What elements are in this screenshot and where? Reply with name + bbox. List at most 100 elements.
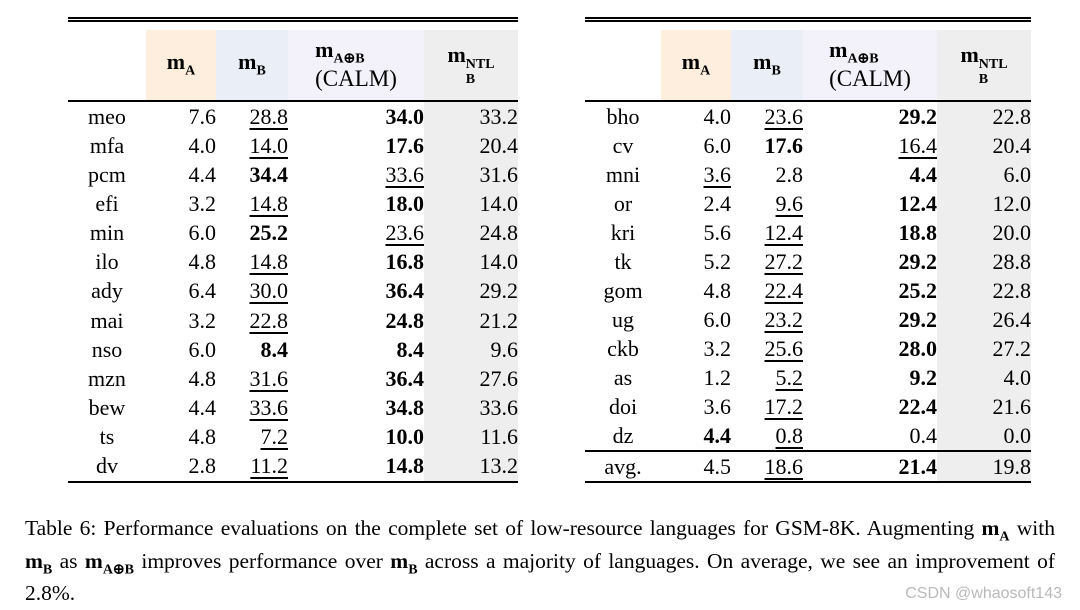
cell-value: 0.0	[1003, 422, 1032, 448]
cell-value: 25.2	[898, 277, 938, 303]
cell-value: 12.0	[992, 190, 1032, 216]
table-cell: 6.0	[661, 305, 732, 334]
table-cell: 21.6	[937, 392, 1031, 421]
header-calm-bg: mA⊕B (CALM)	[288, 30, 424, 100]
table-cell: 30.0	[216, 277, 289, 306]
header-calm-label: mA⊕B (CALM)	[315, 37, 397, 92]
header-row: mA mB mA⊕B (CALM)	[68, 19, 518, 102]
table-cell: 4.5	[661, 450, 731, 482]
table-row: dz 4.4 0.8 0.4 0.0	[585, 421, 1031, 451]
table-cell: 33.6	[216, 393, 289, 422]
table-cell: 3.2	[146, 306, 217, 335]
table-cell: 23.6	[288, 219, 425, 248]
table-cell: 0.0	[937, 421, 1031, 451]
table-cell: 22.8	[216, 306, 289, 335]
table-cell: 31.6	[216, 364, 289, 393]
cell-value: 23.6	[764, 103, 804, 129]
header-ntl: m NTL B	[424, 19, 518, 102]
table-row: dv 2.8 11.2 14.8 13.2	[68, 451, 519, 482]
table-row: nso 6.0 8.4 8.4 9.6	[68, 335, 518, 365]
cell-value: 4.8	[188, 424, 217, 450]
row-label: cv	[612, 132, 634, 158]
cell-value: 36.4	[385, 278, 425, 304]
row-label: bew	[88, 394, 126, 420]
table-cell: 18.8	[803, 218, 938, 247]
table-cell: 4.0	[661, 101, 732, 131]
table-row: ckb 3.2 25.6 28.0 27.2	[585, 334, 1031, 363]
cell-value: 14.8	[249, 191, 289, 216]
table-cell: 34.8	[288, 393, 425, 422]
table-row: mfa 4.0 14.0 17.6 20.4	[68, 131, 518, 161]
row-label: mfa	[89, 132, 125, 158]
row-label: bho	[606, 103, 640, 129]
header-ntl-bg: m NTL B	[424, 30, 518, 100]
cell-value: 6.0	[188, 220, 217, 246]
cell-value: 22.8	[992, 277, 1032, 303]
table-cell: 12.4	[803, 189, 938, 218]
table-cell: 6.0	[146, 335, 217, 364]
row-label: doi	[608, 393, 638, 419]
header-ntl: m NTL B	[937, 19, 1031, 102]
table-caption: Table 6: Performance evaluations on the …	[25, 514, 1055, 609]
cell-value: 4.4	[909, 161, 938, 187]
row-label: ady	[91, 278, 123, 304]
table-cell: 28.8	[216, 101, 289, 131]
row-label: kri	[610, 219, 636, 245]
cell-value: 4.8	[188, 249, 217, 275]
table-cell: 10.0	[288, 423, 425, 452]
cell-value: 18.6	[764, 453, 804, 479]
header-mb-bg: mB	[216, 30, 288, 100]
table-cell: 20.4	[937, 131, 1031, 160]
row-label: meo	[88, 103, 126, 129]
table-cell: 17.2	[731, 392, 804, 421]
cell-value: 21.6	[992, 393, 1032, 419]
cell-value: 25.6	[764, 335, 804, 361]
row-label: mzn	[88, 365, 126, 391]
table-cell: 6.0	[146, 219, 217, 248]
cell-value: 2.8	[775, 161, 804, 187]
cell-value: 0.8	[775, 422, 804, 448]
cell-value: 20.0	[992, 219, 1032, 245]
cell-value: 14.0	[479, 191, 519, 216]
table-row: or 2.4 9.6 12.4 12.0	[585, 189, 1031, 218]
table-cell: 0.4	[803, 421, 938, 451]
cell-value: 12.4	[764, 219, 804, 245]
cell-value: 8.4	[396, 336, 425, 362]
table-cell: 14.8	[288, 452, 425, 482]
cell-value: 16.4	[898, 132, 938, 158]
table-row: mzn 4.8 31.6 36.4 27.6	[68, 364, 518, 394]
table-cell: 34.4	[216, 160, 289, 189]
row-label: dz	[612, 422, 634, 448]
table-cell: 31.6	[424, 160, 518, 190]
cell-value: 29.2	[898, 103, 938, 129]
cell-value: 6.4	[188, 278, 217, 304]
cell-value: 4.4	[188, 161, 217, 187]
table-cell: 34.0	[288, 101, 425, 131]
row-label: efi	[95, 191, 119, 216]
table-cell: 22.8	[937, 276, 1031, 305]
table-cell: 7.2	[216, 423, 289, 452]
header-ntl-label: m NTL B	[960, 41, 1008, 87]
table-cell: 20.4	[424, 131, 518, 161]
table-cell: 16.4	[803, 131, 938, 160]
table-row: ady 6.4 30.0 36.4 29.2	[68, 276, 518, 306]
table-cell: 5.2	[661, 247, 732, 276]
table-cell: 27.2	[731, 247, 804, 276]
table-cell: 16.8	[288, 248, 425, 277]
table-cell: 13.2	[424, 451, 519, 482]
header-ntl-bg: m NTL B	[937, 30, 1031, 100]
table-cell: 18.6	[731, 450, 804, 482]
table-cell: 5.6	[661, 218, 732, 247]
cell-value: 5.2	[703, 248, 732, 274]
table-cell: 36.4	[288, 364, 425, 393]
table-row: bho 4.0 23.6 29.2 22.8	[585, 101, 1031, 131]
row-label: gom	[603, 277, 643, 303]
cell-value: 13.2	[479, 453, 519, 479]
table-cell: 4.8	[146, 423, 217, 452]
header-ma-label: mA	[166, 49, 196, 79]
table-cell: 4.4	[661, 421, 732, 451]
cell-value: 4.0	[188, 132, 217, 158]
left-table-body: meo 7.6 28.8 34.0 33.2 mfa 4.0 14.0 17.6 20.4 pcm 4…	[68, 101, 518, 482]
cell-value: 3.2	[188, 191, 217, 216]
header-calm-label: mA⊕B (CALM)	[829, 37, 911, 92]
